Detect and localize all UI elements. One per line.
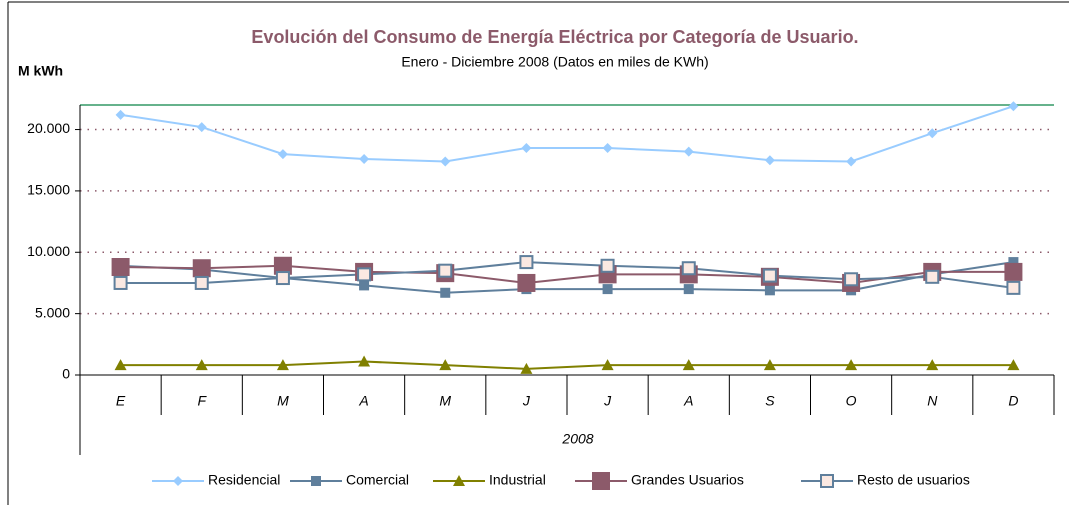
x-tick-label: E xyxy=(116,393,126,409)
marker xyxy=(359,154,370,164)
x-tick-label: N xyxy=(927,393,938,409)
x-tick-label: M xyxy=(439,393,451,409)
marker xyxy=(844,272,859,287)
chart-subtitle: Enero - Diciembre 2008 (Datos en miles d… xyxy=(401,54,708,70)
marker xyxy=(600,258,615,273)
marker xyxy=(114,359,127,371)
x-tick-label: M xyxy=(277,393,289,409)
marker xyxy=(682,359,695,371)
legend-label: Grandes Usuarios xyxy=(631,472,744,488)
x-tick-label: S xyxy=(765,393,775,409)
marker xyxy=(926,359,939,371)
marker xyxy=(845,359,858,371)
marker xyxy=(439,359,452,371)
marker xyxy=(453,475,465,486)
marker xyxy=(1004,262,1023,281)
x-tick-label: J xyxy=(603,393,612,409)
marker xyxy=(602,142,613,153)
series-line xyxy=(120,264,1014,284)
marker xyxy=(846,156,857,167)
legend-label: Resto de usuarios xyxy=(857,472,970,488)
marker xyxy=(602,284,613,295)
marker xyxy=(681,261,696,276)
marker xyxy=(277,149,288,160)
marker xyxy=(194,275,209,290)
marker xyxy=(1007,359,1020,371)
legend-label: Comercial xyxy=(346,472,409,488)
marker xyxy=(440,287,451,298)
marker xyxy=(925,269,940,284)
marker xyxy=(519,255,534,270)
marker xyxy=(358,355,371,367)
marker xyxy=(683,284,694,295)
x-tick-label: A xyxy=(683,393,693,409)
marker xyxy=(592,472,610,490)
marker xyxy=(1008,101,1019,112)
legend-label: Industrial xyxy=(489,472,546,488)
series-line xyxy=(120,261,1014,289)
marker xyxy=(275,271,290,286)
marker xyxy=(438,263,453,278)
x-tick-label: A xyxy=(358,393,368,409)
marker xyxy=(764,155,775,166)
marker xyxy=(601,359,614,371)
marker xyxy=(1008,257,1019,268)
marker xyxy=(820,474,834,488)
marker xyxy=(276,359,289,371)
series-line xyxy=(120,105,1014,163)
marker xyxy=(115,109,126,120)
marker xyxy=(113,275,128,290)
marker xyxy=(683,146,694,157)
marker xyxy=(440,156,451,167)
y-tick-label: 10.000 xyxy=(27,243,70,259)
legend-label: Residencial xyxy=(208,472,280,488)
marker xyxy=(520,362,533,374)
marker xyxy=(764,285,775,296)
x-axis-label: 2008 xyxy=(561,431,593,447)
marker xyxy=(311,476,321,486)
y-tick-label: 15.000 xyxy=(27,182,70,198)
marker xyxy=(195,359,208,371)
series-line xyxy=(120,360,1014,370)
y-tick-label: 20.000 xyxy=(27,120,70,136)
x-tick-label: O xyxy=(846,393,857,409)
series-line xyxy=(120,261,1014,294)
chart-title: Evolución del Consumo de Energía Eléctri… xyxy=(251,27,858,47)
marker xyxy=(517,273,536,292)
y-axis-label: M kWh xyxy=(18,63,63,79)
marker xyxy=(357,267,372,282)
marker xyxy=(273,256,292,275)
marker xyxy=(173,476,183,486)
x-tick-label: D xyxy=(1008,393,1018,409)
marker xyxy=(1006,280,1021,295)
marker xyxy=(111,258,130,276)
marker xyxy=(359,280,370,291)
marker xyxy=(196,122,207,133)
marker xyxy=(192,259,211,278)
x-tick-label: F xyxy=(197,393,207,409)
marker xyxy=(521,142,532,153)
y-tick-label: 5.000 xyxy=(35,304,70,320)
x-tick-label: J xyxy=(522,393,531,409)
marker xyxy=(927,128,938,139)
marker xyxy=(762,268,777,283)
marker xyxy=(763,359,776,371)
y-tick-label: 0 xyxy=(62,366,70,382)
